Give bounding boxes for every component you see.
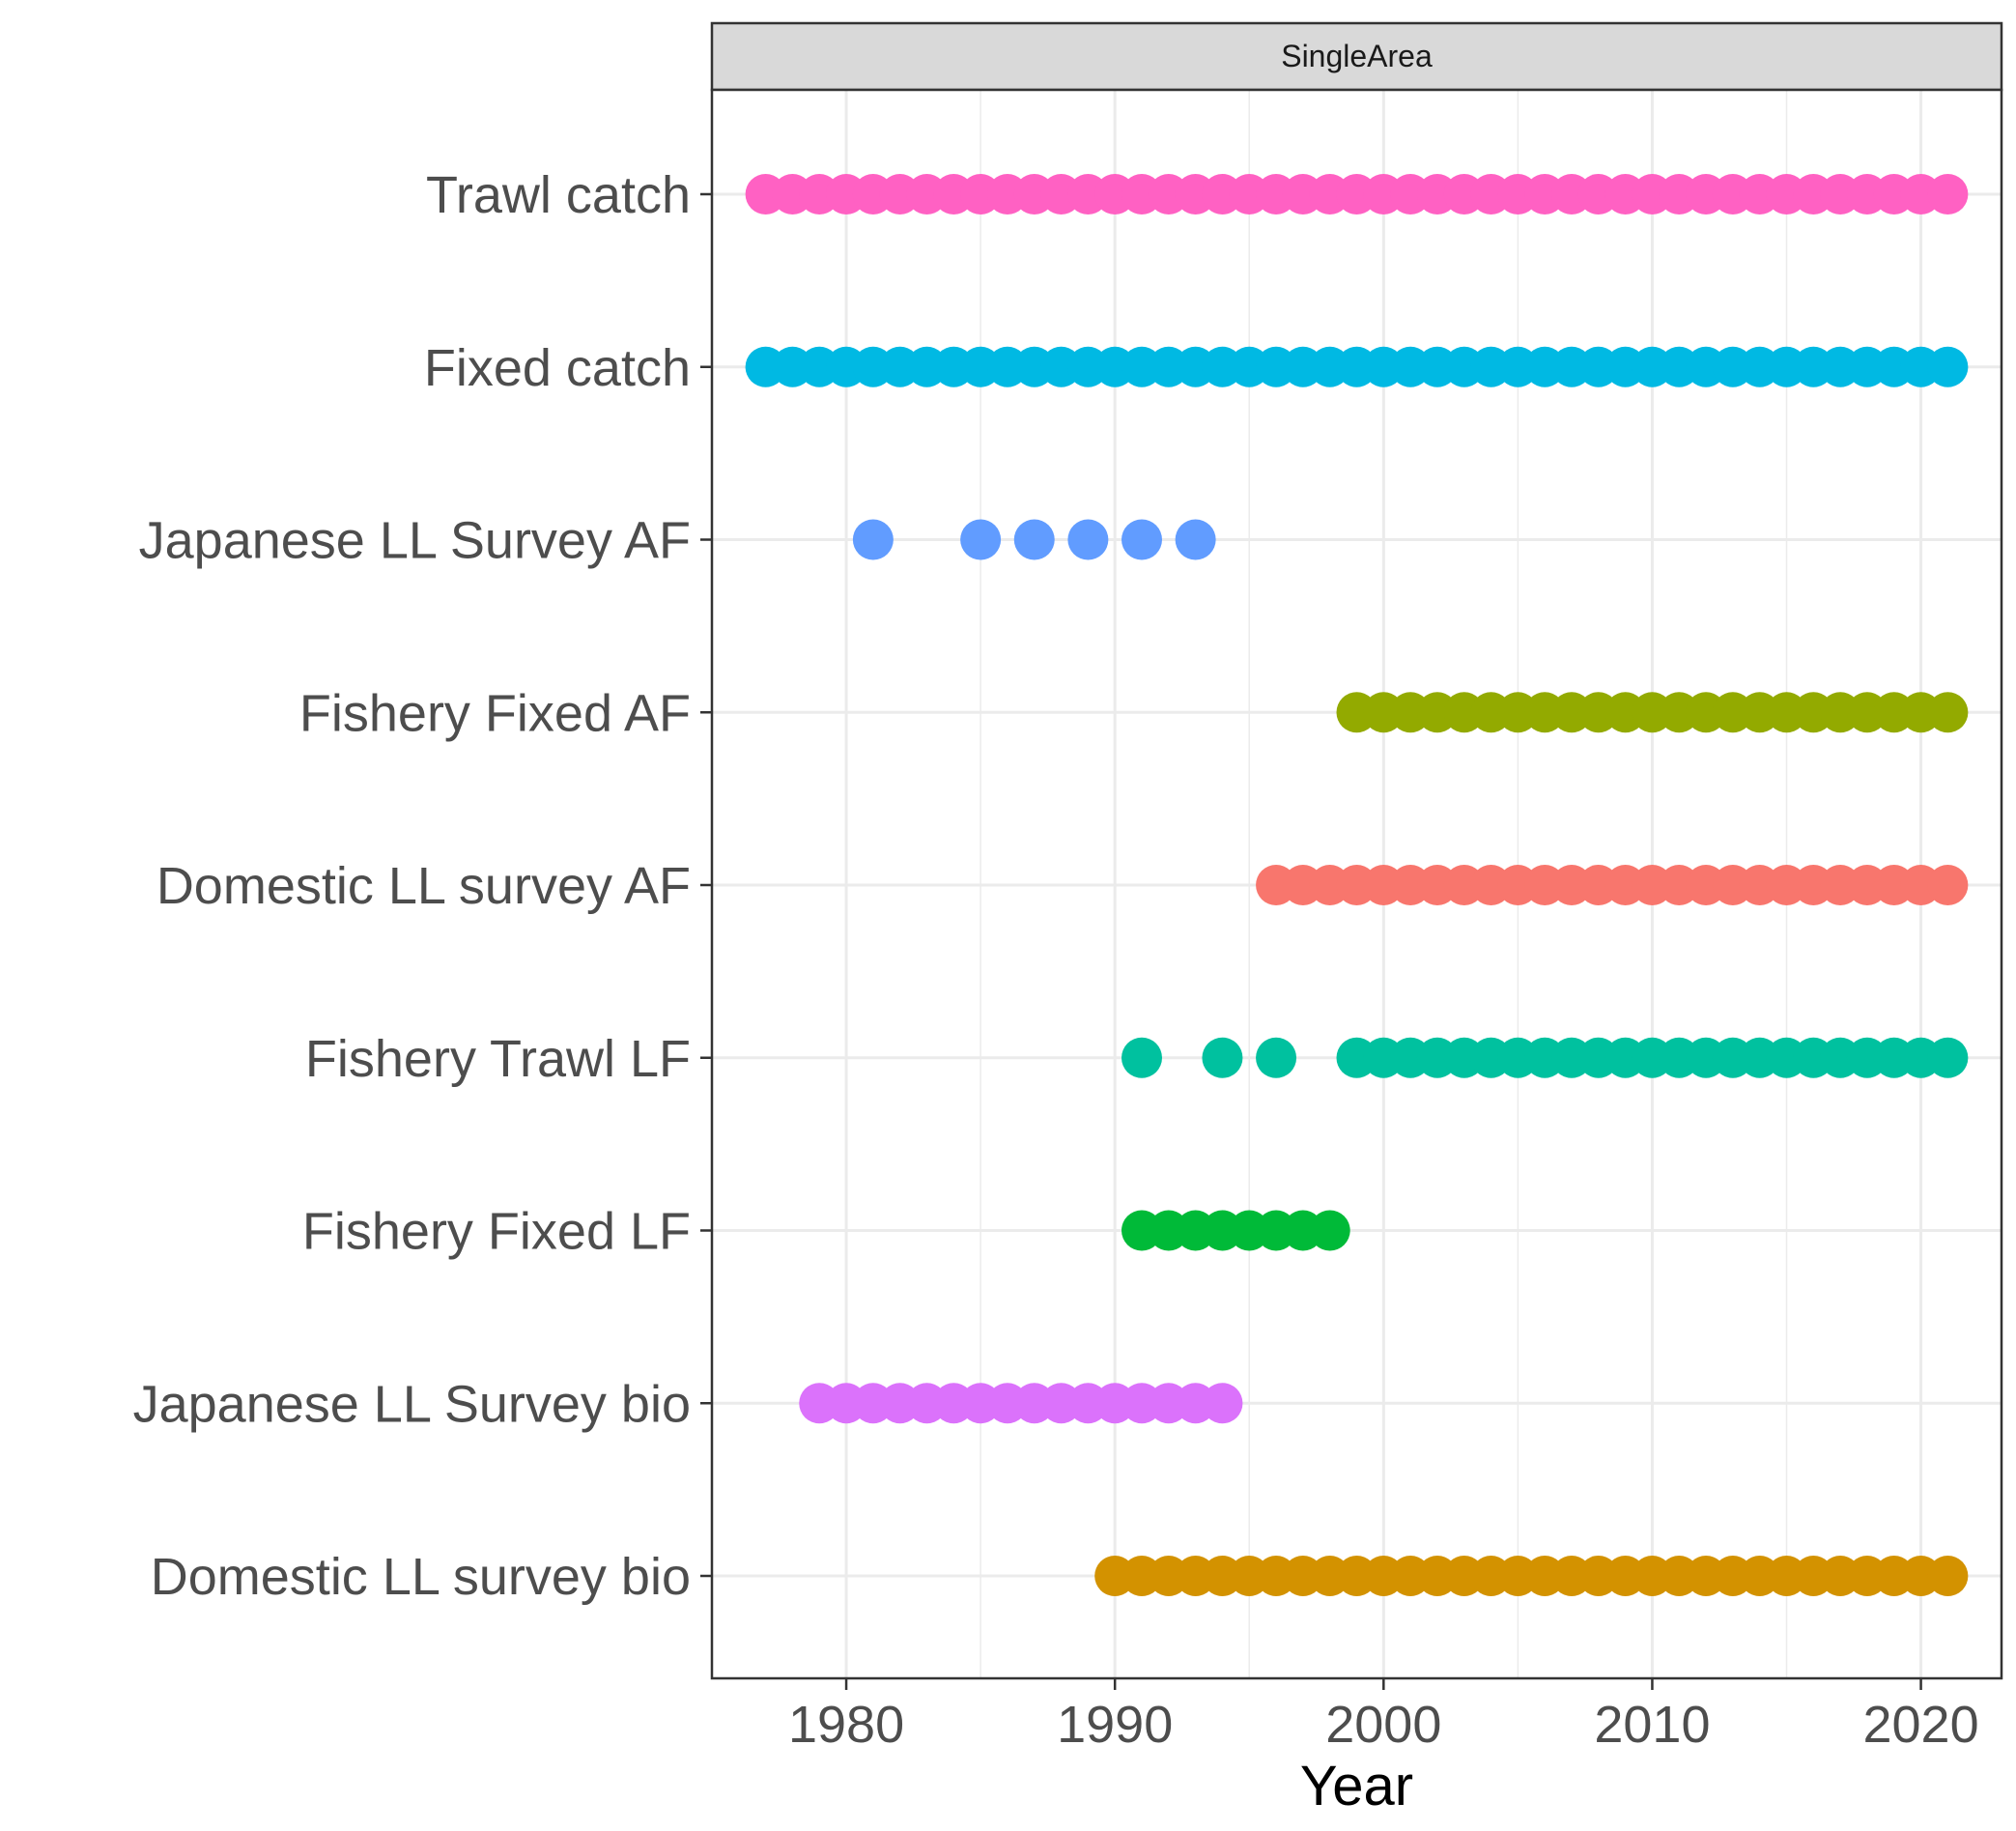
- series-japanese-ll-survey-af: [852, 519, 1216, 560]
- y-tick-label: Fishery Fixed LF: [302, 1203, 691, 1261]
- data-point: [852, 519, 894, 560]
- data-point: [1927, 692, 1969, 733]
- data-point: [1122, 1037, 1162, 1078]
- y-tick-label: Trawl catch: [426, 166, 691, 224]
- series-domestic-ll-survey-af: [1256, 865, 1969, 905]
- x-tick-label: 1990: [1057, 1696, 1173, 1754]
- data-point: [1927, 1037, 1969, 1078]
- y-tick-label: Japanese LL Survey AF: [139, 512, 691, 570]
- x-tick-label: 2020: [1862, 1696, 1978, 1754]
- y-tick-label: Fishery Fixed AF: [299, 684, 691, 742]
- x-axis: 1980 1990 2000 2010 2020: [788, 1678, 1979, 1754]
- data-points: [745, 174, 1969, 1596]
- series-fixed-catch: [745, 346, 1969, 387]
- data-point: [1013, 519, 1055, 560]
- y-tick-label: Domestic LL survey AF: [156, 857, 691, 915]
- data-point: [1927, 174, 1969, 215]
- facet-strip-background: [710, 21, 2003, 92]
- facet-strip: SingleArea: [710, 21, 2003, 92]
- series-trawl-catch: [745, 174, 1969, 215]
- y-tick-label: Domestic LL survey bio: [151, 1548, 691, 1606]
- y-tick-label: Japanese LL Survey bio: [133, 1375, 691, 1433]
- y-tick-label: Fixed catch: [424, 339, 691, 397]
- y-tick-label: Fishery Trawl LF: [305, 1030, 691, 1088]
- series-fishery-fixed-lf: [1122, 1210, 1350, 1251]
- x-tick-label: 2000: [1325, 1696, 1441, 1754]
- data-point: [1202, 1383, 1243, 1424]
- plot-panel: [710, 88, 2003, 1680]
- data-point: [1927, 346, 1969, 387]
- data-point: [1175, 519, 1216, 560]
- series-domestic-ll-survey-bio: [1094, 1556, 1969, 1596]
- data-point: [1202, 1037, 1243, 1078]
- x-axis-title: Year: [1300, 1755, 1413, 1817]
- data-point: [1927, 865, 1969, 905]
- x-tick-label: 2010: [1594, 1696, 1710, 1754]
- series-fishery-fixed-af: [1336, 692, 1969, 733]
- data-point: [1256, 1037, 1297, 1078]
- data-point: [1927, 1556, 1969, 1596]
- data-point: [1067, 519, 1109, 560]
- x-tick-label: 1980: [788, 1696, 904, 1754]
- data-point: [1309, 1210, 1350, 1251]
- data-point: [960, 519, 1002, 560]
- series-fishery-trawl-lf: [1122, 1037, 1969, 1078]
- facet-strip-label: SingleArea: [1281, 39, 1433, 73]
- y-axis: Trawl catch Fixed catch Japanese LL Survey…: [133, 166, 712, 1606]
- series-japanese-ll-survey-bio: [799, 1383, 1243, 1424]
- data-point: [1122, 519, 1162, 560]
